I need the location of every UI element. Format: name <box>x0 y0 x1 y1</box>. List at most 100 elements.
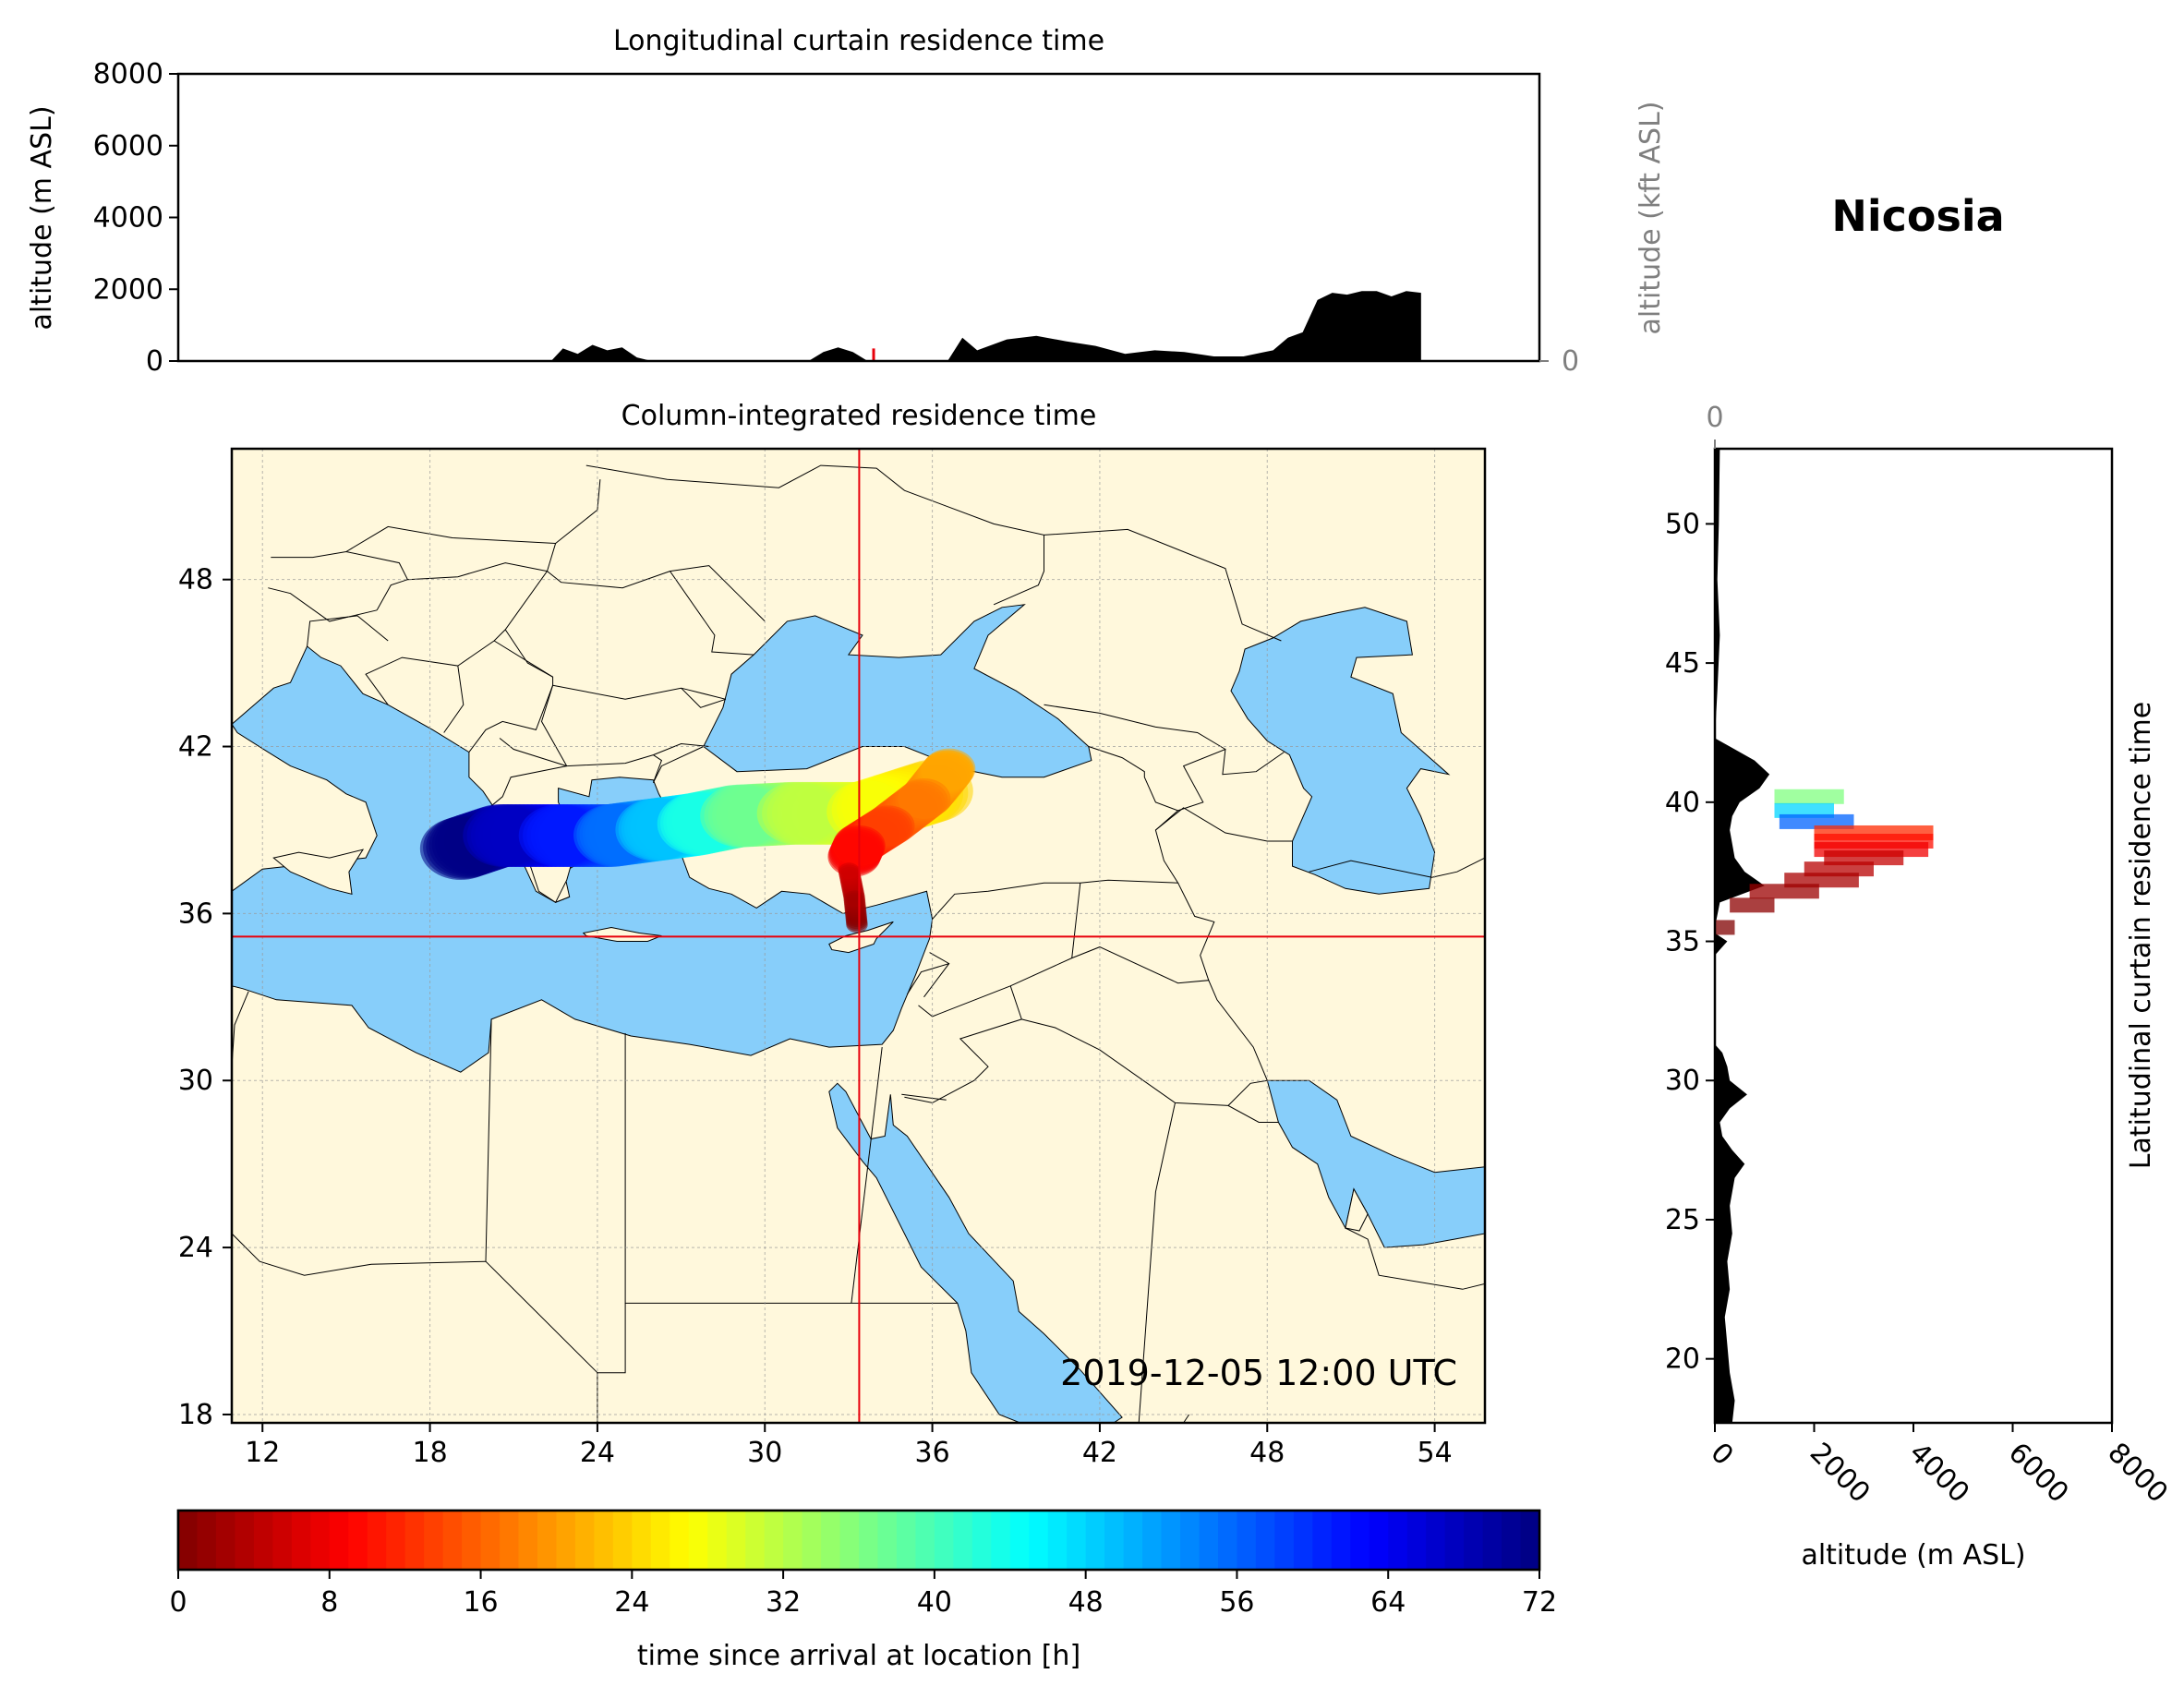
plume-residence-time <box>419 748 976 933</box>
country-border <box>268 587 378 622</box>
colorbar-segment <box>1388 1511 1408 1570</box>
persian-gulf <box>1266 1079 1485 1248</box>
right-x-tick-label: 6000 <box>2002 1437 2075 1510</box>
country-border <box>1138 1102 1176 1423</box>
country-border <box>585 464 1044 606</box>
country-border <box>552 684 727 700</box>
right-y-tick-label: 35 <box>1665 926 1700 958</box>
colorbar-segment <box>1199 1511 1219 1570</box>
country-border <box>307 615 389 647</box>
map-seas <box>232 604 1485 1423</box>
right-y-tick-label: 45 <box>1665 647 1700 680</box>
sicily <box>272 849 365 895</box>
right-plume-band <box>1715 920 1735 935</box>
right-plume-band <box>1824 850 1904 866</box>
top-y-tick-label: 4000 <box>93 202 163 235</box>
top-terrain-profile <box>550 291 1421 361</box>
top-y-tick-label: 0 <box>146 345 163 378</box>
country-border <box>504 629 553 678</box>
colorbar-segment <box>386 1511 406 1570</box>
right-y-tick-label: 25 <box>1665 1204 1700 1236</box>
right-plume-band <box>1804 861 1874 877</box>
colorbar-segment <box>632 1511 652 1570</box>
country-border <box>1108 1422 1110 1423</box>
colorbar-tick-label: 8 <box>320 1586 338 1619</box>
right-x-axis-label: altitude (m ASL) <box>1801 1539 2025 1572</box>
colorbar-segment <box>1217 1511 1237 1570</box>
colorbar-frame <box>176 1509 1541 1572</box>
country-border <box>901 1093 947 1101</box>
colorbar-segment <box>518 1511 538 1570</box>
country-border <box>232 1233 487 1276</box>
map-y-tick-label: 30 <box>178 1065 213 1097</box>
colorbar-segment <box>480 1511 501 1570</box>
colorbar-segment <box>764 1511 784 1570</box>
map-y-ticks: 18 24 30 36 42 48 <box>178 564 232 1431</box>
country-border <box>670 565 766 622</box>
map-y-tick-label: 48 <box>178 564 213 596</box>
longitudinal-curtain-title: Longitudinal curtain residence time <box>613 25 1104 57</box>
map-borders <box>232 464 1485 1423</box>
country-border <box>468 685 554 753</box>
colorbar-segment <box>688 1511 708 1570</box>
colorbar-segment <box>215 1511 235 1570</box>
colorbar-segment <box>329 1511 349 1570</box>
map-y-tick-label: 42 <box>178 731 213 764</box>
colorbar-tick-label: 0 <box>169 1586 187 1619</box>
colorbar-segment <box>574 1511 595 1570</box>
colorbar-segment <box>1293 1511 1313 1570</box>
right-plume-band <box>1749 884 1819 899</box>
top-y-ticks: 0 2000 4000 6000 8000 <box>93 58 178 378</box>
colorbar-segment <box>745 1511 766 1570</box>
right-x-ticks-top: 050100 <box>1706 402 1724 449</box>
top-y-tick-label: 2000 <box>93 273 163 306</box>
country-border <box>1177 882 1215 981</box>
colorbar-segment <box>1047 1511 1068 1570</box>
plume-blob <box>463 803 545 867</box>
colorbar-segment <box>650 1511 670 1570</box>
colorbar-segment <box>991 1511 1011 1570</box>
colorbar-segment <box>953 1511 973 1570</box>
colorbar-segment <box>783 1511 803 1570</box>
right-plume-band <box>1730 897 1775 913</box>
right-x-tick-label: 2000 <box>1804 1437 1876 1510</box>
colorbar-tick-label: 48 <box>1068 1586 1104 1619</box>
map-panel: Column-integrated residence time 12 18 24 3… <box>178 400 1487 1469</box>
colorbar-segment <box>1237 1511 1257 1570</box>
map-x-tick-label: 42 <box>1082 1437 1117 1469</box>
top-y-tick-label: 8000 <box>93 58 163 90</box>
plume-blob <box>838 862 861 880</box>
country-border <box>457 570 754 667</box>
colorbar-segment <box>178 1511 198 1570</box>
colorbar-tick-label: 56 <box>1219 1586 1254 1619</box>
colorbar-segment <box>1369 1511 1389 1570</box>
qatar <box>1345 1187 1369 1232</box>
longitudinal-curtain-panel: Longitudinal curtain residence time 0 200… <box>26 25 1667 378</box>
colorbar-tick-label: 64 <box>1370 1586 1406 1619</box>
colorbar-segment <box>859 1511 878 1570</box>
colorbar-segment <box>424 1511 444 1570</box>
top-y-tick-right-label: 0 <box>1562 345 1579 378</box>
timestamp-label: 2019-12-05 12:00 UTC <box>1060 1353 1457 1393</box>
right-y-tick-label: 20 <box>1665 1343 1700 1376</box>
colorbar-segment <box>1123 1511 1143 1570</box>
colorbar-segment <box>442 1511 463 1570</box>
colorbar: 0 8 16 24 32 40 48 56 64 72 time since arrival at… <box>169 1509 1557 1672</box>
colorbar-segment <box>1406 1511 1427 1570</box>
country-border <box>555 896 570 903</box>
map-islands <box>272 849 1369 1232</box>
right-plume-bands <box>1715 789 1934 935</box>
colorbar-segment <box>1142 1511 1163 1570</box>
right-plume-band <box>1774 789 1844 804</box>
right-y-ticks: 20 25 30 35 40 45 50 <box>1665 508 1715 1376</box>
plume-blob <box>756 781 839 845</box>
colorbar-segment <box>1331 1511 1351 1570</box>
colorbar-segment <box>915 1511 935 1570</box>
map-frame <box>230 447 1487 1425</box>
colorbar-segment <box>500 1511 519 1570</box>
country-border <box>1044 704 1226 750</box>
colorbar-segment <box>1067 1511 1087 1570</box>
colorbar-segment <box>1312 1511 1333 1570</box>
right-x-tick-label: 0 <box>1704 1437 1739 1472</box>
country-border <box>1309 857 1485 878</box>
